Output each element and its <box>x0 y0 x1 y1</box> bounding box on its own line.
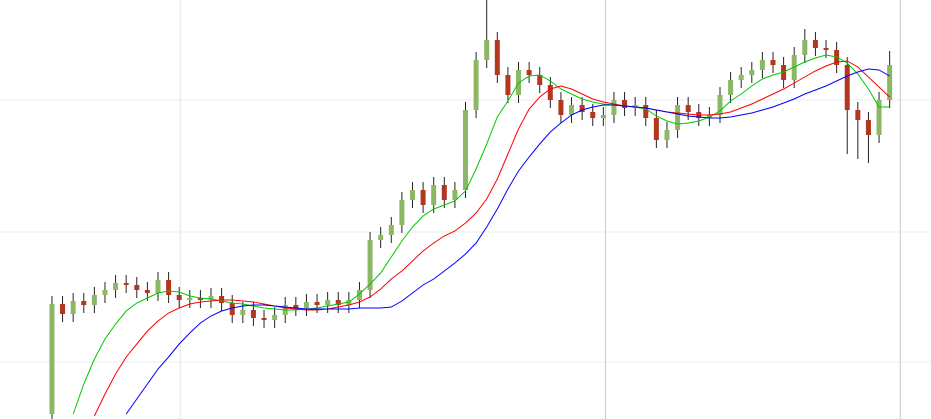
candle-body <box>738 75 744 80</box>
candle-body <box>876 100 882 135</box>
candle-body <box>675 105 681 130</box>
candle-body <box>388 225 394 235</box>
candle-body <box>303 302 309 308</box>
candle-body <box>134 285 140 290</box>
candle-body <box>187 298 193 300</box>
candle-body <box>441 185 447 200</box>
candle-body <box>728 80 734 95</box>
candle-body <box>240 310 246 315</box>
candle-body <box>569 105 575 115</box>
candle-body <box>70 301 76 314</box>
candle-body <box>197 298 203 300</box>
candle-body <box>505 75 511 95</box>
candle-body <box>887 65 893 100</box>
candle-body <box>409 190 415 200</box>
candle-body <box>653 118 659 140</box>
candle-body <box>325 300 331 305</box>
candle-body <box>770 60 776 65</box>
candle-body <box>463 110 468 190</box>
candle-body <box>155 280 161 293</box>
candle-body <box>749 70 755 75</box>
candle-body <box>802 40 808 55</box>
candle-body <box>759 60 765 70</box>
candle-body <box>399 200 405 225</box>
candle-body <box>685 105 691 112</box>
candle-body <box>293 305 299 308</box>
candle-body <box>823 48 829 50</box>
moving-average-line <box>93 60 890 417</box>
candle-body <box>812 40 818 48</box>
candle-body <box>49 304 55 414</box>
candle-body <box>229 303 235 315</box>
candle-body <box>664 130 670 140</box>
candle-body <box>590 112 596 118</box>
candle-body <box>600 115 606 118</box>
candle-body <box>844 65 850 110</box>
candle-body <box>558 100 564 115</box>
moving-average-line <box>72 54 890 415</box>
candle-body <box>378 235 384 240</box>
candle-body <box>250 310 256 318</box>
candle-body <box>431 185 437 205</box>
candle-body <box>855 110 861 120</box>
candle-body <box>356 290 362 300</box>
candle-body <box>579 105 585 112</box>
candle-body <box>335 300 341 305</box>
candle-body <box>123 283 129 285</box>
candle-body <box>102 290 108 295</box>
candle-body <box>113 283 119 290</box>
candle-body <box>547 85 553 100</box>
candle-body <box>484 40 490 60</box>
candle-body <box>452 190 458 200</box>
candle-body <box>420 190 426 205</box>
candle-body <box>144 290 150 293</box>
candle-body <box>176 295 182 300</box>
candle-body <box>473 60 479 110</box>
candle-body <box>166 280 172 295</box>
candle-body <box>367 240 373 290</box>
candle-body <box>272 315 278 320</box>
candle-body <box>494 40 500 75</box>
moving-average-line <box>125 68 890 415</box>
candle-body <box>643 105 649 118</box>
candle-body <box>91 295 97 305</box>
candle-body <box>314 302 320 305</box>
candle-body <box>622 100 628 108</box>
candle-body <box>526 70 532 75</box>
candle-body <box>60 304 66 314</box>
candle-body <box>611 100 617 115</box>
candle-body <box>208 296 214 300</box>
candle-body <box>865 120 871 135</box>
candle-body <box>537 75 543 85</box>
candle-body <box>717 95 723 115</box>
candle-body <box>81 301 87 305</box>
candle-body <box>261 318 267 320</box>
